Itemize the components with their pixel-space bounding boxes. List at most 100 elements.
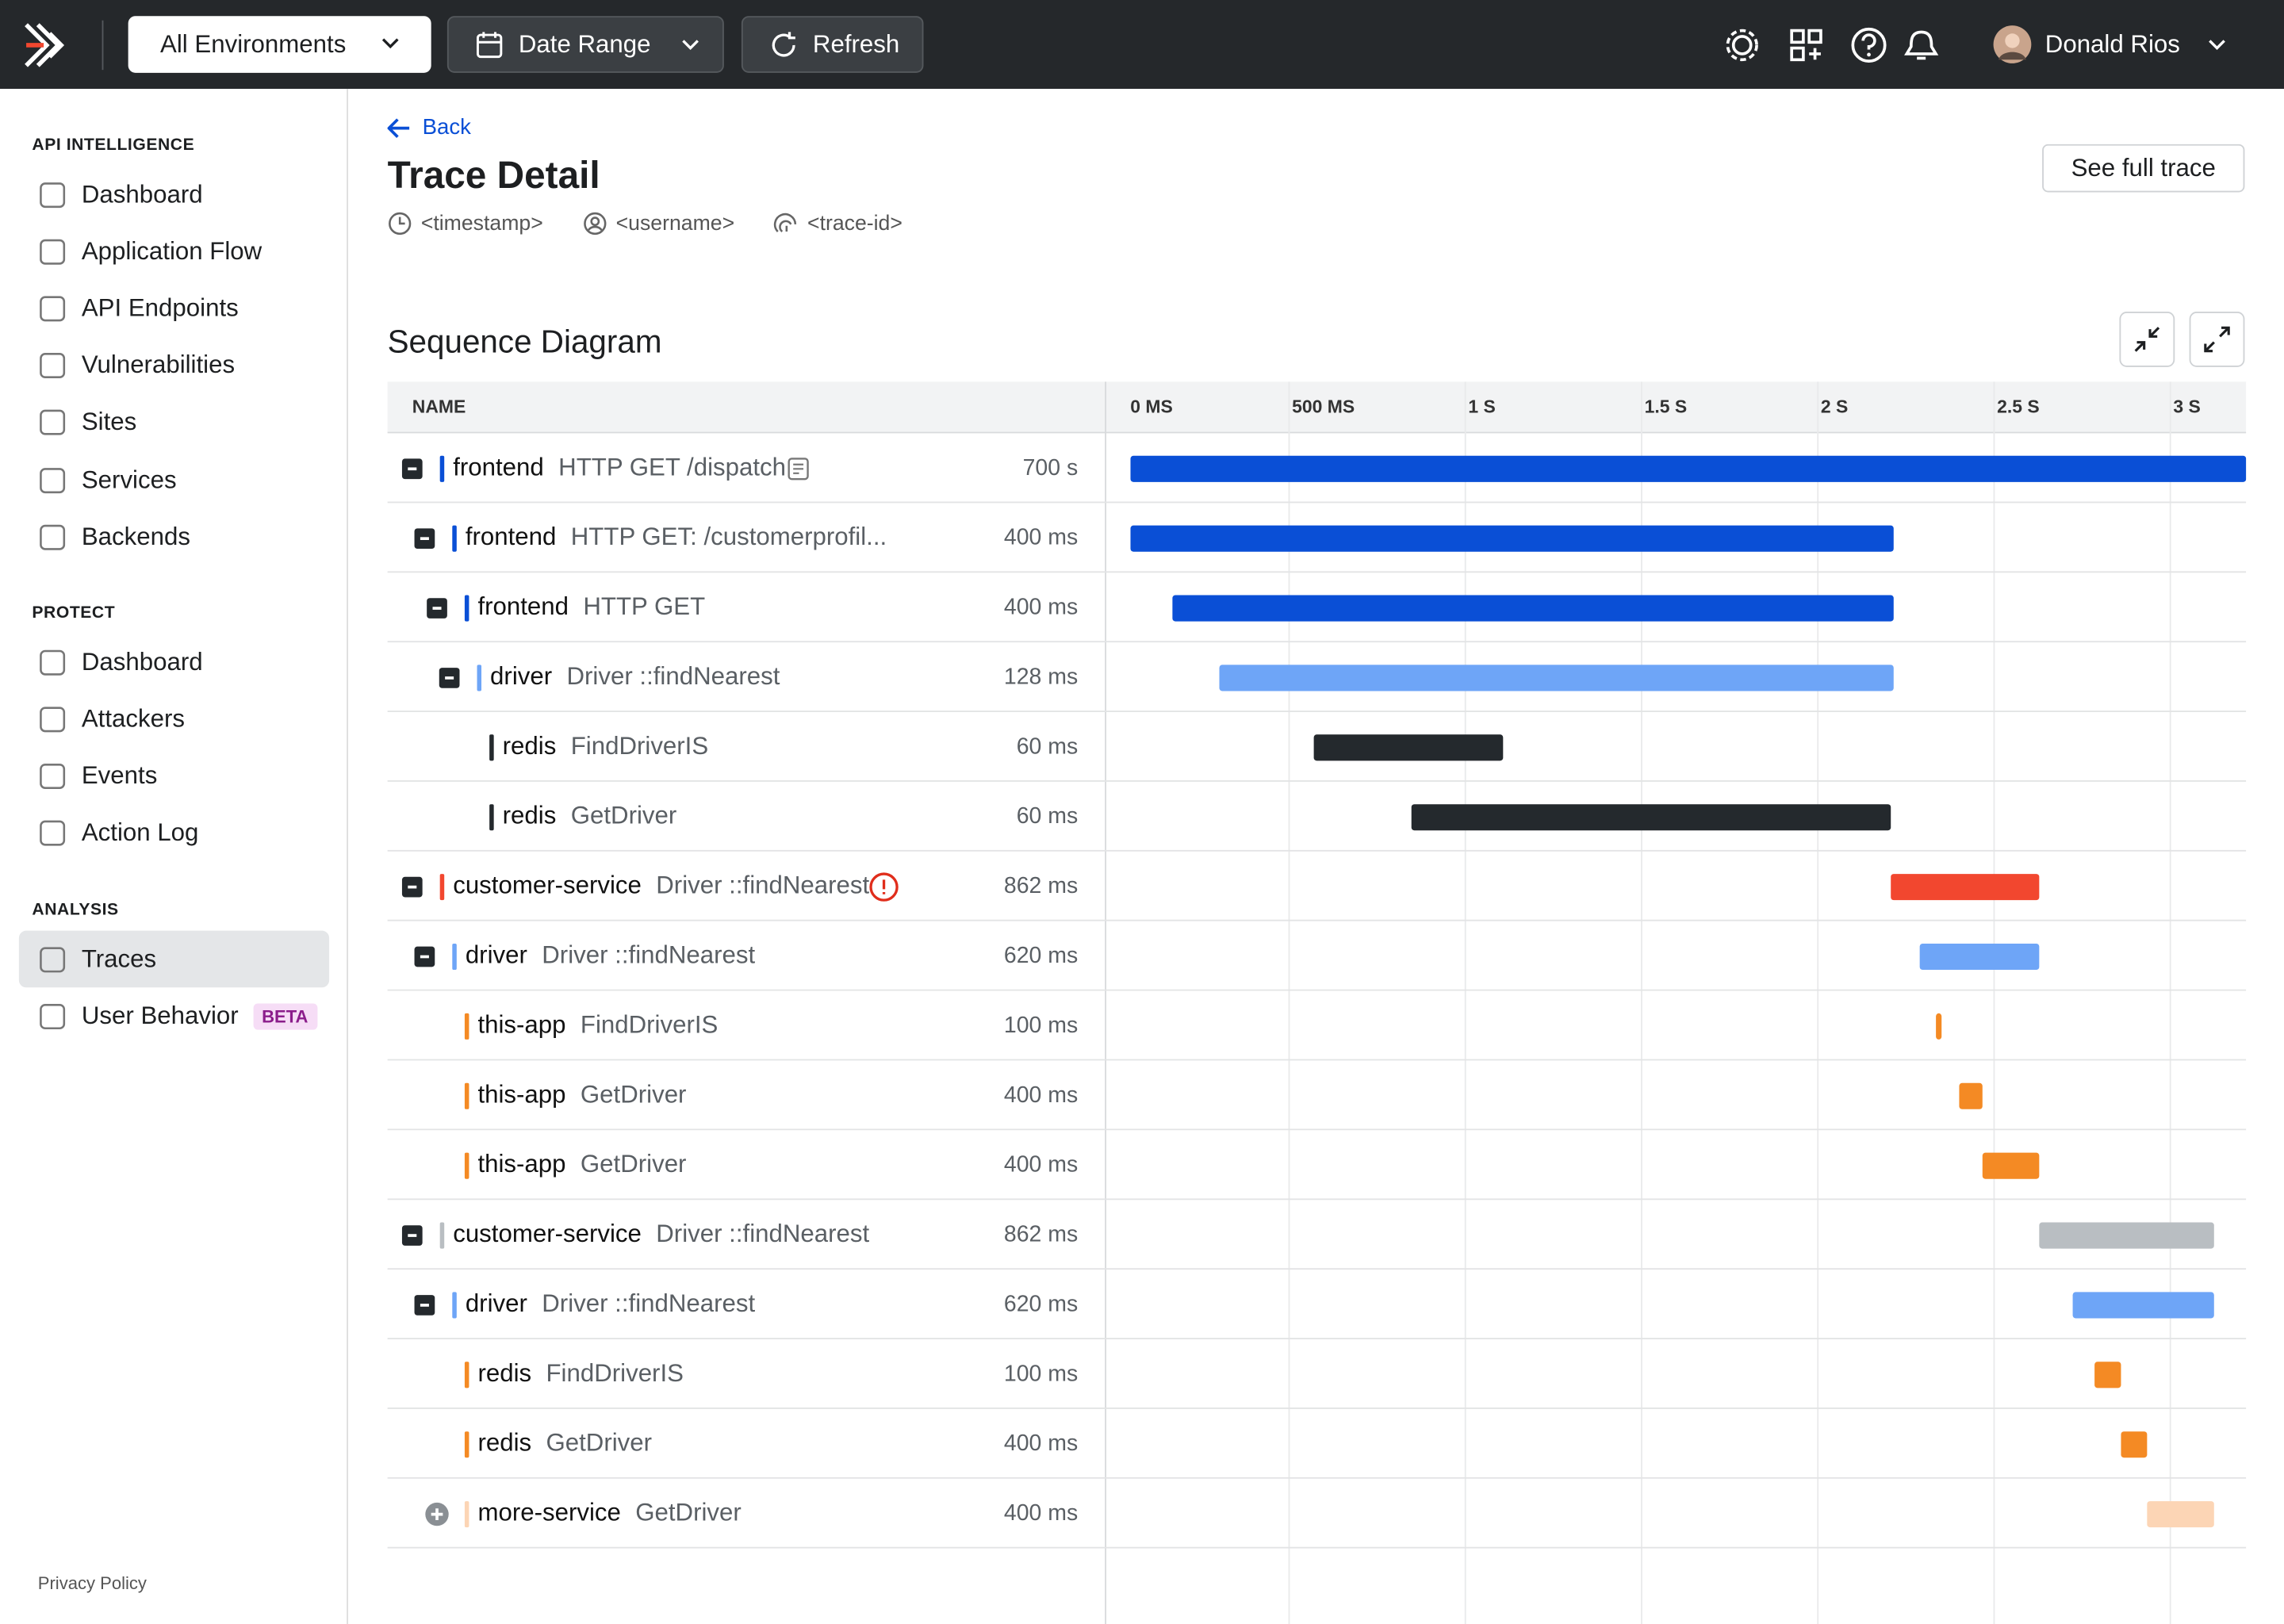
service-indicator (489, 804, 494, 831)
span-bar[interactable] (2039, 1222, 2214, 1249)
span-name: this-app FindDriverIS (477, 1011, 718, 1039)
icon-shape (40, 821, 66, 847)
service-name: redis (477, 1359, 531, 1387)
nav-icon (40, 1003, 66, 1029)
span-bar[interactable] (1313, 734, 1504, 761)
duration: 620 ms (1004, 1291, 1078, 1316)
nav-icon (40, 410, 66, 436)
operation-name: Driver ::findNearest (656, 871, 869, 899)
toolbar-icons[interactable] (1725, 26, 1958, 64)
logo (25, 23, 65, 67)
span-bar[interactable] (1919, 943, 2040, 971)
refresh-icon (772, 31, 795, 56)
nav-item[interactable]: Services (19, 451, 329, 508)
collapse-icon (2134, 327, 2160, 352)
service-name: frontend (453, 454, 544, 481)
nav-label: User Behavior (81, 1002, 239, 1030)
span-bar[interactable] (1130, 525, 1894, 552)
date-range-label: Date Range (518, 29, 651, 58)
service-name: redis (503, 732, 557, 760)
operation-name: Driver ::findNearest (542, 941, 755, 969)
clock-icon (389, 212, 412, 236)
refresh-label: Refresh (812, 29, 900, 58)
icon-shape (40, 764, 66, 790)
span-bar[interactable] (1959, 1082, 1983, 1109)
span-bar[interactable] (2094, 1362, 2121, 1388)
service-indicator (464, 1362, 469, 1388)
duration: 862 ms (1004, 1222, 1078, 1247)
nav-item[interactable]: Vulnerabilities (19, 337, 329, 394)
service-indicator (464, 595, 469, 622)
x-tick-label: 1.5 S (1645, 396, 1688, 416)
span-bar[interactable] (2072, 1292, 2214, 1319)
duration: 400 ms (1004, 525, 1078, 550)
duration: 100 ms (1004, 1013, 1078, 1038)
nav-item[interactable]: Traces (18, 930, 330, 988)
span-bar[interactable] (1219, 665, 1894, 691)
privacy-link[interactable]: Privacy Policy (37, 1572, 147, 1594)
service-indicator (439, 874, 445, 901)
nav-item[interactable]: Sites (19, 394, 329, 451)
service-indicator (464, 1501, 469, 1528)
environment-select[interactable]: All Environments (128, 16, 431, 73)
span-bar[interactable] (1411, 804, 1891, 831)
date-range-select[interactable]: Date Range (446, 16, 724, 73)
timestamp: <timestamp> (420, 212, 543, 236)
nav-item[interactable]: User Behavior BETA (19, 988, 329, 1045)
nav-item[interactable]: Events (19, 749, 329, 806)
span-bar[interactable] (2147, 1501, 2214, 1528)
nav-item[interactable]: Dashboard (19, 634, 329, 691)
nav-icon (40, 524, 66, 550)
nav-label: Attackers (81, 705, 186, 733)
nav-icon (40, 946, 66, 972)
nav-item[interactable]: Action Log (19, 805, 329, 862)
service-name: frontend (466, 523, 557, 550)
sidebar: API INTELLIGENCE Dashboard Application Flo… (0, 89, 348, 1624)
span-bar[interactable] (1891, 874, 2040, 901)
badge: BETA (253, 1003, 317, 1030)
duration: 700 s (1023, 455, 1079, 481)
duration: 862 ms (1004, 873, 1078, 898)
service-indicator (439, 1222, 445, 1249)
divider (102, 20, 104, 71)
nav-item[interactable]: Attackers (19, 691, 329, 749)
span-bar[interactable] (1936, 1013, 1942, 1040)
expand-button[interactable] (2189, 312, 2245, 367)
chevron (2209, 40, 2225, 50)
toggle-plus (431, 1508, 443, 1520)
icon-shape (40, 1003, 66, 1029)
service-indicator (464, 1013, 469, 1040)
service-indicator (464, 1431, 469, 1458)
nav-label: Services (81, 465, 177, 493)
span-bar[interactable] (1982, 1152, 2040, 1179)
operation-name: Driver ::findNearest (566, 662, 780, 690)
duration: 400 ms (1004, 1152, 1078, 1178)
trace-id: <trace-id> (807, 212, 902, 236)
note-icon[interactable] (788, 458, 809, 481)
nav-label: Dashboard (81, 180, 203, 208)
nav-item[interactable]: API Endpoints (19, 280, 329, 337)
refresh-button[interactable]: Refresh (741, 16, 924, 73)
nav-item[interactable]: Backends (19, 508, 329, 565)
nav-label: API Endpoints (81, 293, 239, 322)
operation-name: HTTP GET /dispatch (558, 454, 786, 481)
user-name[interactable]: Donald Rios (2044, 30, 2180, 59)
nav-icon (40, 707, 66, 733)
service-name: this-app (477, 1150, 565, 1178)
section-title: Sequence Diagram (387, 323, 662, 360)
operation-name: GetDriver (571, 802, 677, 829)
avatar[interactable] (1993, 25, 2033, 64)
span-bar[interactable] (2121, 1431, 2148, 1458)
x-tick-label: 500 MS (1292, 396, 1355, 416)
back-link[interactable]: Back (387, 115, 471, 140)
nav-item[interactable]: Application Flow (19, 223, 329, 280)
service-indicator (452, 1292, 457, 1319)
span-name: customer-service Driver ::findNearest (453, 871, 869, 899)
span-bar[interactable] (1130, 455, 2247, 482)
span-bar[interactable] (1172, 595, 1894, 622)
full-trace-button[interactable]: See full trace (2042, 144, 2245, 193)
collapse-button[interactable] (2119, 312, 2175, 367)
duration: 400 ms (1004, 1500, 1078, 1526)
service-indicator (489, 734, 494, 761)
nav-item[interactable]: Dashboard (19, 166, 329, 223)
